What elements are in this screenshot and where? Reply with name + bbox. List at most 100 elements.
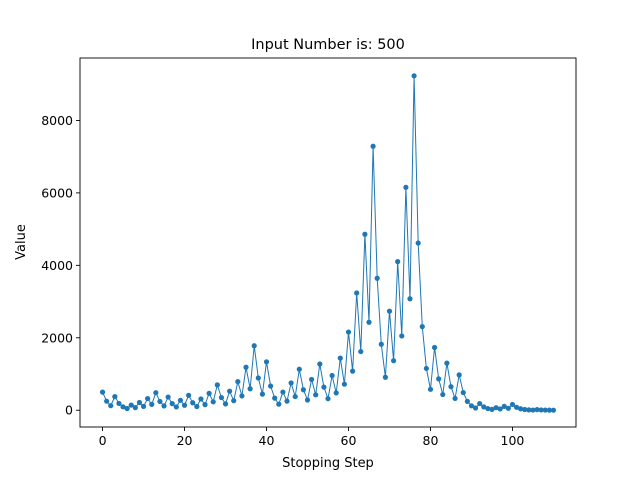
data-point bbox=[190, 400, 196, 406]
data-point bbox=[198, 396, 204, 402]
axis-ticks: 0 20 40 60 80 100 0 2000 4000 6000 8000 bbox=[41, 113, 524, 448]
data-point bbox=[177, 397, 184, 403]
data-point bbox=[395, 259, 401, 265]
data-point bbox=[292, 393, 298, 400]
data-point bbox=[501, 403, 507, 409]
data-point bbox=[136, 399, 143, 406]
x-tick-label: 80 bbox=[423, 433, 439, 448]
data-point bbox=[235, 379, 241, 385]
data-point bbox=[386, 308, 393, 314]
data-point bbox=[497, 406, 503, 412]
data-point bbox=[378, 341, 384, 347]
data-point bbox=[345, 329, 352, 335]
data-point bbox=[116, 400, 122, 407]
data-point bbox=[304, 397, 311, 403]
data-point bbox=[202, 402, 208, 408]
data-point bbox=[194, 403, 200, 410]
data-point bbox=[399, 333, 405, 339]
data-point bbox=[427, 386, 434, 392]
data-point bbox=[206, 390, 212, 396]
data-point bbox=[522, 406, 528, 413]
data-point bbox=[259, 391, 266, 397]
data-point bbox=[132, 405, 138, 411]
data-point bbox=[444, 360, 450, 366]
data-point bbox=[366, 319, 372, 325]
data-point bbox=[309, 376, 315, 383]
data-point bbox=[452, 395, 458, 402]
data-point bbox=[161, 403, 167, 409]
data-point bbox=[423, 365, 429, 372]
data-point bbox=[263, 359, 270, 365]
data-point bbox=[169, 401, 175, 407]
data-point bbox=[222, 401, 229, 407]
data-point bbox=[489, 406, 495, 412]
data-point bbox=[530, 407, 536, 413]
data-point bbox=[472, 405, 479, 411]
data-point bbox=[112, 394, 118, 400]
data-point bbox=[350, 368, 356, 374]
data-point bbox=[296, 366, 302, 372]
data-point bbox=[526, 407, 532, 413]
data-point bbox=[468, 403, 475, 409]
data-point bbox=[268, 383, 274, 389]
data-point bbox=[358, 348, 364, 355]
x-tick-label: 20 bbox=[177, 433, 193, 448]
data-point bbox=[485, 405, 491, 412]
data-point bbox=[186, 392, 192, 398]
data-point bbox=[436, 376, 442, 382]
data-point bbox=[407, 296, 413, 302]
data-point bbox=[210, 399, 216, 405]
data-point bbox=[239, 393, 245, 399]
data-point bbox=[108, 403, 114, 409]
data-point bbox=[288, 380, 294, 386]
data-point bbox=[300, 387, 306, 393]
data-point bbox=[181, 402, 188, 408]
data-point bbox=[538, 407, 544, 413]
data-point bbox=[456, 372, 462, 378]
y-tick-label: 8000 bbox=[41, 113, 73, 128]
data-point bbox=[157, 398, 163, 405]
data-point bbox=[374, 275, 380, 281]
data-point bbox=[513, 404, 520, 410]
chart-title: Input Number is: 500 bbox=[251, 37, 405, 53]
data-point bbox=[481, 404, 487, 410]
x-axis-label: Stopping Step bbox=[282, 456, 374, 471]
data-point bbox=[104, 398, 110, 404]
data-point bbox=[128, 402, 134, 408]
data-point bbox=[325, 396, 331, 402]
data-point bbox=[390, 358, 397, 364]
data-point bbox=[218, 394, 225, 401]
data-point bbox=[370, 143, 376, 149]
data-point bbox=[411, 73, 417, 79]
x-tick-label: 40 bbox=[259, 433, 275, 448]
data-point bbox=[550, 407, 557, 413]
data-series bbox=[99, 73, 557, 413]
data-point bbox=[333, 390, 339, 396]
data-point bbox=[227, 388, 233, 394]
data-point bbox=[419, 324, 425, 330]
y-tick-label: 2000 bbox=[41, 330, 73, 345]
data-point bbox=[145, 395, 151, 402]
data-point bbox=[329, 372, 335, 379]
data-point bbox=[251, 343, 257, 349]
data-point bbox=[403, 184, 409, 190]
data-point bbox=[362, 231, 368, 237]
data-point bbox=[173, 404, 179, 410]
data-point bbox=[382, 374, 388, 380]
data-point bbox=[231, 398, 237, 404]
data-point bbox=[153, 390, 159, 396]
data-point bbox=[321, 384, 327, 390]
data-point bbox=[448, 384, 454, 390]
data-point bbox=[505, 405, 511, 411]
y-tick-label: 0 bbox=[65, 403, 73, 418]
data-point bbox=[509, 401, 516, 408]
data-point bbox=[431, 344, 438, 351]
data-point bbox=[149, 401, 155, 407]
y-tick-label: 4000 bbox=[41, 258, 73, 273]
y-axis-label: Value bbox=[14, 224, 29, 260]
data-point bbox=[477, 400, 483, 407]
x-tick-label: 0 bbox=[99, 433, 107, 448]
data-point bbox=[99, 389, 106, 395]
data-point bbox=[313, 392, 319, 398]
data-point bbox=[518, 406, 524, 412]
